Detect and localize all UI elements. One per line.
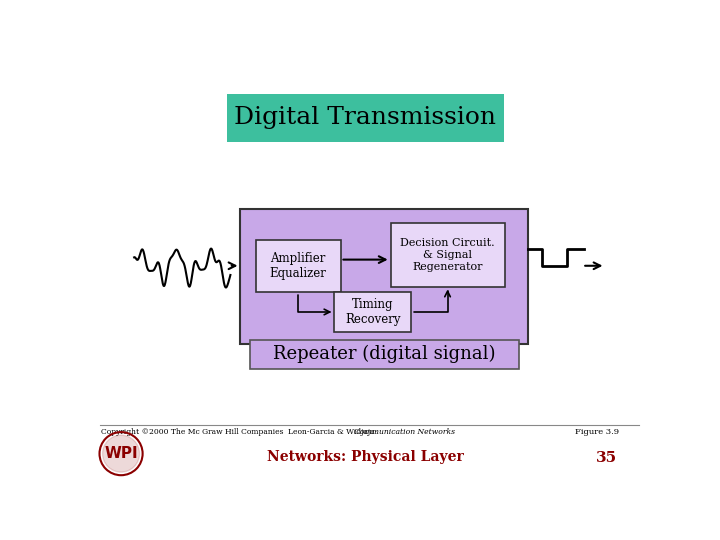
FancyBboxPatch shape bbox=[240, 209, 528, 343]
Text: Decision Circuit.
& Signal
Regenerator: Decision Circuit. & Signal Regenerator bbox=[400, 238, 495, 272]
Text: Repeater (digital signal): Repeater (digital signal) bbox=[273, 345, 495, 363]
Text: WPI: WPI bbox=[104, 446, 138, 461]
Circle shape bbox=[102, 435, 140, 472]
FancyBboxPatch shape bbox=[227, 94, 504, 142]
FancyBboxPatch shape bbox=[334, 292, 411, 332]
Text: Copyright ©2000 The Mc Graw Hill Companies: Copyright ©2000 The Mc Graw Hill Compani… bbox=[101, 428, 284, 436]
FancyBboxPatch shape bbox=[256, 240, 341, 292]
FancyBboxPatch shape bbox=[390, 224, 505, 287]
Text: Communication Networks: Communication Networks bbox=[354, 428, 454, 436]
Text: 35: 35 bbox=[595, 450, 617, 464]
FancyBboxPatch shape bbox=[250, 340, 519, 369]
Text: Amplifier
Equalizer: Amplifier Equalizer bbox=[270, 252, 327, 280]
Text: Figure 3.9: Figure 3.9 bbox=[575, 428, 619, 436]
Text: Networks: Physical Layer: Networks: Physical Layer bbox=[267, 450, 464, 464]
Text: Leon-Garcia & Widjaja:: Leon-Garcia & Widjaja: bbox=[288, 428, 382, 436]
Text: Timing
Recovery: Timing Recovery bbox=[345, 298, 400, 326]
Text: Digital Transmission: Digital Transmission bbox=[234, 106, 496, 130]
